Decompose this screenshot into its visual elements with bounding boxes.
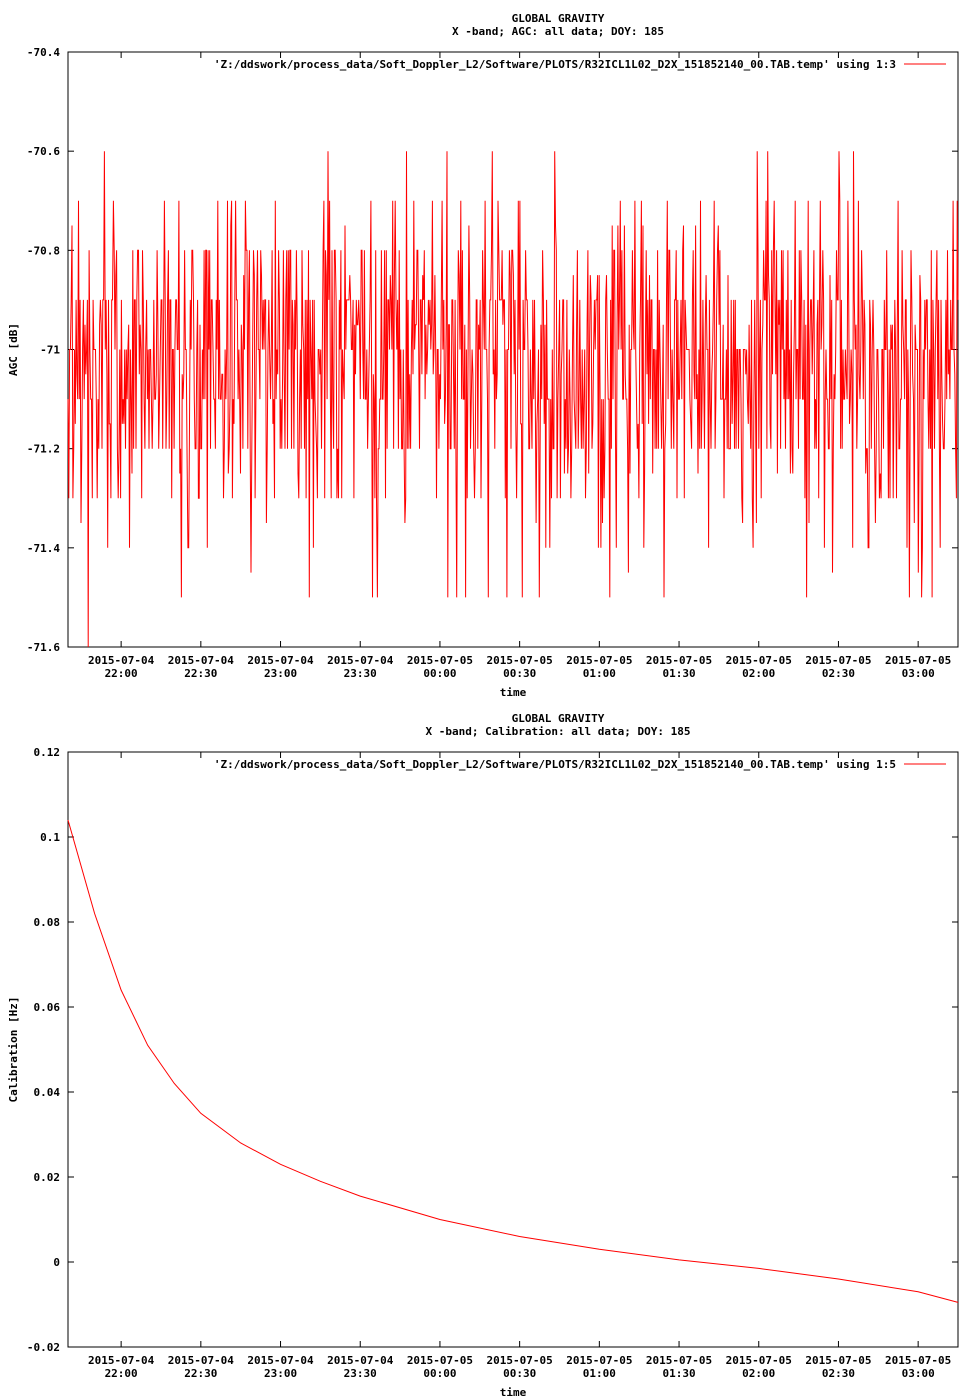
x-tick-time-label: 01:30 [662, 667, 695, 680]
x-tick-date-label: 2015-07-04 [247, 654, 314, 667]
y-tick-label: 0.08 [34, 916, 61, 929]
series-line [67, 151, 959, 648]
x-tick-date-label: 2015-07-05 [805, 654, 871, 667]
x-tick-date-label: 2015-07-05 [885, 654, 951, 667]
x-tick-time-label: 22:00 [105, 1367, 138, 1380]
x-tick-date-label: 2015-07-04 [247, 1354, 314, 1367]
x-tick-time-label: 00:00 [423, 667, 456, 680]
x-tick-date-label: 2015-07-05 [487, 654, 553, 667]
x-tick-date-label: 2015-07-04 [327, 654, 394, 667]
legend-entry-label: 'Z:/ddswork/process_data/Soft_Doppler_L2… [214, 758, 896, 771]
x-tick-time-label: 23:00 [264, 1367, 297, 1380]
y-tick-label: 0.12 [34, 746, 61, 759]
y-tick-label: -71.2 [27, 443, 60, 456]
x-tick-date-label: 2015-07-04 [327, 1354, 394, 1367]
y-tick-label: -71 [40, 344, 60, 357]
x-tick-time-label: 02:00 [742, 667, 775, 680]
x-tick-time-label: 02:30 [822, 1367, 855, 1380]
x-tick-date-label: 2015-07-05 [726, 1354, 792, 1367]
chart-subtitle: X -band; Calibration: all data; DOY: 185 [426, 725, 691, 738]
y-tick-label: -71.6 [27, 641, 60, 654]
series-line [67, 819, 959, 1303]
x-tick-time-label: 00:30 [503, 667, 536, 680]
y-tick-label: 0.1 [40, 831, 60, 844]
x-axis-label: time [500, 1386, 527, 1399]
x-tick-date-label: 2015-07-05 [885, 1354, 951, 1367]
y-axis-label: AGC [dB] [7, 323, 20, 376]
x-tick-time-label: 03:00 [902, 667, 935, 680]
x-tick-date-label: 2015-07-05 [566, 1354, 632, 1367]
x-tick-date-label: 2015-07-05 [726, 654, 792, 667]
x-tick-date-label: 2015-07-05 [646, 1354, 712, 1367]
chart-title: GLOBAL GRAVITY [512, 712, 605, 725]
x-tick-time-label: 03:00 [902, 1367, 935, 1380]
y-tick-label: 0.02 [34, 1171, 61, 1184]
x-tick-date-label: 2015-07-05 [566, 654, 632, 667]
x-tick-time-label: 23:30 [344, 667, 377, 680]
x-tick-date-label: 2015-07-04 [88, 654, 155, 667]
y-tick-label: -0.02 [27, 1341, 60, 1354]
x-tick-date-label: 2015-07-05 [407, 654, 473, 667]
x-tick-time-label: 02:00 [742, 1367, 775, 1380]
x-tick-date-label: 2015-07-04 [88, 1354, 155, 1367]
x-tick-date-label: 2015-07-05 [646, 654, 712, 667]
x-tick-time-label: 22:00 [105, 667, 138, 680]
x-tick-time-label: 23:00 [264, 667, 297, 680]
y-tick-label: -70.8 [27, 244, 60, 257]
legend-entry-label: 'Z:/ddswork/process_data/Soft_Doppler_L2… [214, 58, 896, 71]
x-tick-time-label: 01:00 [583, 667, 616, 680]
y-axis-label: Calibration [Hz] [7, 997, 20, 1103]
x-tick-time-label: 00:00 [423, 1367, 456, 1380]
plot-frame [67, 751, 959, 1348]
y-tick-label: 0.04 [34, 1086, 61, 1099]
x-tick-date-label: 2015-07-04 [168, 654, 235, 667]
x-tick-time-label: 01:00 [583, 1367, 616, 1380]
x-tick-date-label: 2015-07-04 [168, 1354, 235, 1367]
y-tick-label: 0.06 [34, 1001, 61, 1014]
y-tick-label: -70.6 [27, 145, 60, 158]
x-axis-label: time [500, 686, 527, 699]
x-tick-time-label: 01:30 [662, 1367, 695, 1380]
x-tick-date-label: 2015-07-05 [805, 1354, 871, 1367]
x-tick-date-label: 2015-07-05 [407, 1354, 473, 1367]
y-tick-label: 0 [53, 1256, 60, 1269]
x-tick-date-label: 2015-07-05 [487, 1354, 553, 1367]
x-tick-time-label: 22:30 [184, 667, 217, 680]
plot-frame [67, 51, 959, 648]
x-tick-time-label: 23:30 [344, 1367, 377, 1380]
chart-title: GLOBAL GRAVITY [512, 12, 605, 25]
x-tick-time-label: 00:30 [503, 1367, 536, 1380]
x-tick-time-label: 02:30 [822, 667, 855, 680]
y-tick-label: -71.4 [27, 542, 60, 555]
x-tick-time-label: 22:30 [184, 1367, 217, 1380]
y-tick-label: -70.4 [27, 46, 60, 59]
chart-subtitle: X -band; AGC: all data; DOY: 185 [452, 25, 664, 38]
